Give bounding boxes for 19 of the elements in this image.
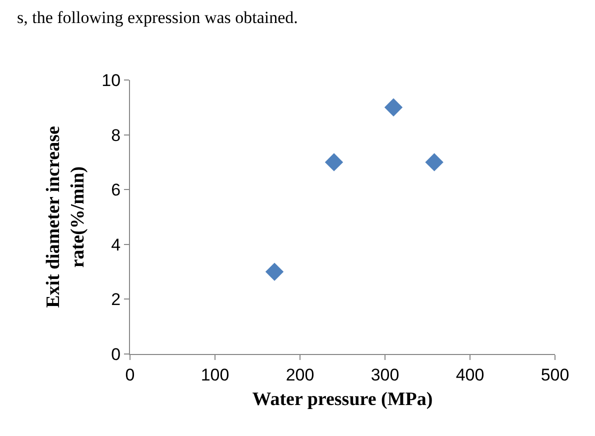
y-tick-label: 8 [111, 126, 121, 145]
x-tick-label: 200 [286, 365, 314, 384]
point [324, 153, 344, 172]
point [425, 153, 444, 172]
x-tick-label: 500 [540, 365, 570, 384]
text: s, the following expression was obtained. [17, 8, 298, 27]
point [384, 98, 403, 116]
y-tick-label: 10 [102, 70, 121, 90]
x-tick-label: 300 [370, 365, 400, 384]
x-tick-label: 0 [125, 365, 135, 384]
point [265, 262, 284, 281]
y-tick-label: 6 [111, 180, 121, 200]
y-tick-label: 4 [111, 235, 121, 254]
x-axis-title: Water pressure (MPa) [252, 389, 433, 410]
y-tick-label: 0 [111, 344, 121, 364]
x-tick-label: 400 [456, 365, 484, 384]
x-tick-label: 100 [200, 365, 230, 384]
y-tick-label: 2 [111, 290, 121, 310]
y-axis-title: Exit diameter increase rate(%/min) [42, 126, 89, 308]
